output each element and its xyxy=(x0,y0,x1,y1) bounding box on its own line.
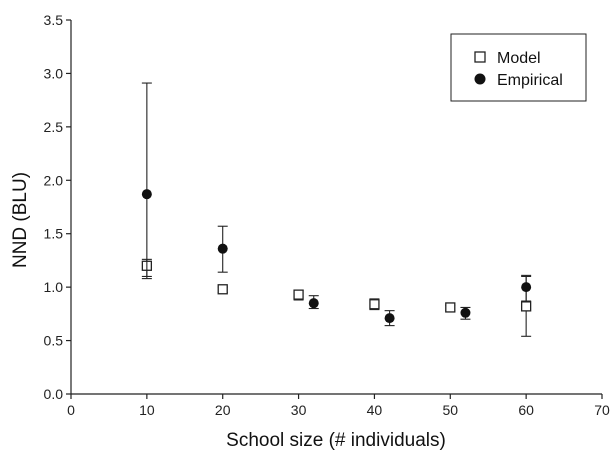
x-tick-label: 30 xyxy=(291,402,307,418)
series-layer xyxy=(141,82,532,337)
y-axis-title: NND (BLU) xyxy=(10,172,31,268)
legend-empirical-label: Empirical xyxy=(497,72,563,89)
legend-model-marker xyxy=(474,51,486,63)
y-tick-label: 0.0 xyxy=(44,386,64,402)
y-tick-label: 3.0 xyxy=(44,65,64,81)
x-ticks: 0 10 20 30 40 50 60 70 xyxy=(67,394,610,418)
legend: Model Empirical xyxy=(450,33,587,102)
legend-empirical-marker xyxy=(474,73,486,85)
empirical-point xyxy=(141,189,152,200)
model-point xyxy=(217,284,228,295)
x-tick-label: 60 xyxy=(518,402,534,418)
y-ticks: 0.0 0.5 1.0 1.5 2.0 2.5 3.0 3.5 xyxy=(44,12,71,402)
x-tick-label: 10 xyxy=(139,402,155,418)
model-point xyxy=(369,299,380,310)
x-tick-label: 40 xyxy=(367,402,383,418)
legend-box xyxy=(450,33,587,102)
model-point xyxy=(520,301,532,312)
y-tick-label: 1.0 xyxy=(44,279,64,295)
x-tick-label: 20 xyxy=(215,402,231,418)
y-tick-label: 2.0 xyxy=(44,172,64,188)
empirical-point xyxy=(308,298,319,309)
y-tick-label: 3.5 xyxy=(44,12,64,28)
axes xyxy=(70,20,602,395)
empirical-point xyxy=(460,307,471,318)
empirical-point xyxy=(521,282,532,293)
legend-model-label: Model xyxy=(497,50,541,67)
x-axis-title: School size (# individuals) xyxy=(226,430,446,451)
empirical-point xyxy=(384,313,395,324)
y-tick-label: 0.5 xyxy=(44,333,64,349)
x-tick-label: 70 xyxy=(594,402,610,418)
series-model xyxy=(141,258,532,337)
model-point xyxy=(445,302,456,313)
x-tick-label: 0 xyxy=(67,402,75,418)
series-empirical xyxy=(141,82,532,327)
empirical-point xyxy=(217,243,228,254)
y-tick-label: 1.5 xyxy=(44,226,64,242)
x-tick-label: 50 xyxy=(442,402,458,418)
model-point xyxy=(293,289,304,300)
y-tick-label: 2.5 xyxy=(44,119,64,135)
